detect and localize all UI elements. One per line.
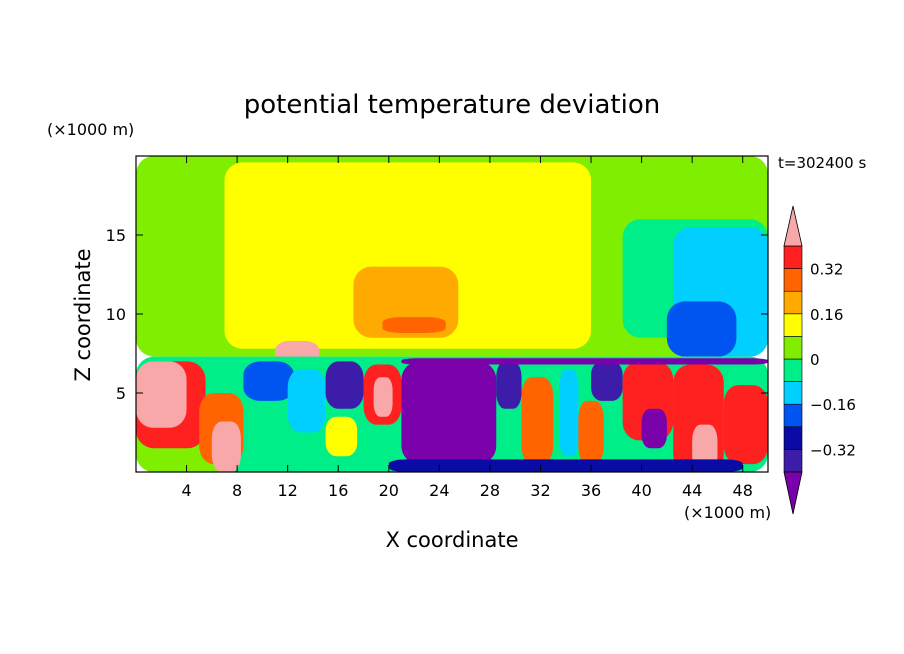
colorbar-bin <box>783 313 803 337</box>
x-tick-label: 44 <box>682 481 702 500</box>
chart-title: potential temperature deviation <box>244 90 660 120</box>
y-tick-label: 5 <box>116 384 126 403</box>
field-region-15 <box>287 369 326 433</box>
field-region-30 <box>723 385 768 465</box>
x-tick-label: 20 <box>379 481 399 500</box>
field-region-14 <box>243 361 294 401</box>
field-region-20 <box>401 361 497 465</box>
colorbar-bin <box>783 268 803 292</box>
field-region-25 <box>591 361 623 401</box>
x-tick-label: 40 <box>631 481 651 500</box>
colorbar-tick-label: −0.16 <box>810 396 856 414</box>
colorbar-bin <box>783 290 803 315</box>
x-unit-label: (×1000 m) <box>684 503 771 522</box>
colorbar-tick-label: 0 <box>810 351 820 369</box>
y-tick-label: 15 <box>106 226 126 245</box>
colorbar-bin <box>783 336 803 360</box>
x-axis-label: X coordinate <box>385 528 518 552</box>
field-region-24 <box>578 400 604 465</box>
x-tick-label: 8 <box>232 481 242 500</box>
y-tick-label: 10 <box>106 305 126 324</box>
x-axis: 4 8 12 16 20 24 28 32 36 40 44 48 <box>181 156 753 500</box>
x-tick-label: 12 <box>278 481 298 500</box>
field-region-22 <box>521 377 554 465</box>
y-axis: 5 10 15 <box>106 226 768 403</box>
y-axis-label: Z coordinate <box>71 248 95 381</box>
field-region-19 <box>373 377 393 417</box>
field-region-31 <box>388 459 743 472</box>
colorbar-bin <box>783 358 803 382</box>
x-tick-label: 28 <box>480 481 500 500</box>
colorbar-bin <box>783 245 803 269</box>
field-region-16 <box>325 416 358 457</box>
field-region-6 <box>382 317 446 333</box>
field-region-11 <box>136 361 187 428</box>
colorbar-tick-label: 0.16 <box>810 306 843 324</box>
field-region-23 <box>559 369 579 457</box>
colorbar-bin <box>783 449 803 473</box>
field-region-27 <box>641 408 667 449</box>
field-region-4 <box>666 301 737 357</box>
colorbar: 0.32 0.16 0 −0.16 −0.32 <box>783 205 856 515</box>
field-region-32 <box>401 358 768 365</box>
colorbar-bin <box>783 426 803 450</box>
field-region-1 <box>224 162 592 349</box>
colorbar-bin <box>783 381 803 405</box>
colorbar-tick-label: −0.32 <box>810 441 856 459</box>
colorbar-extension-bottom <box>783 471 803 515</box>
colorbar-extension-top <box>783 205 803 247</box>
colorbar-bin <box>783 403 803 428</box>
plot-area <box>136 156 768 472</box>
y-unit-label: (×1000 m) <box>47 120 134 139</box>
field-region-17 <box>325 361 364 409</box>
field-region-13 <box>211 421 241 472</box>
colorbar-tick-label: 0.32 <box>810 261 843 279</box>
x-tick-label: 32 <box>530 481 550 500</box>
time-label: t=302400 s <box>778 154 866 172</box>
x-tick-label: 48 <box>733 481 753 500</box>
x-tick-label: 16 <box>328 481 348 500</box>
x-tick-label: 4 <box>181 481 191 500</box>
field-region-21 <box>496 361 522 409</box>
x-tick-label: 36 <box>581 481 601 500</box>
x-tick-label: 24 <box>429 481 449 500</box>
